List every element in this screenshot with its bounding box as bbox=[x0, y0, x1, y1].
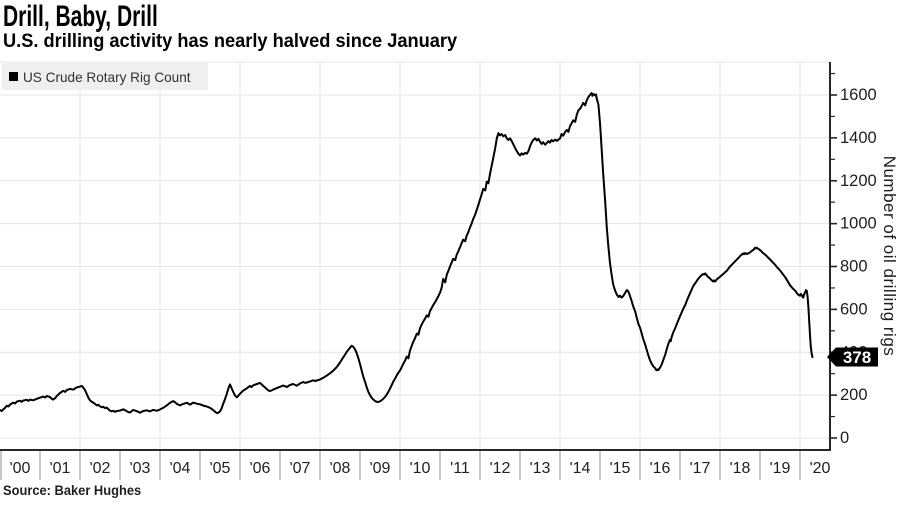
x-tick-label: '17 bbox=[690, 460, 711, 477]
source-label: Source: Baker Hughes bbox=[3, 482, 142, 498]
chart-title: Drill, Baby, Drill bbox=[3, 0, 158, 33]
x-tick-label: '18 bbox=[730, 460, 751, 477]
x-tick-label: '20 bbox=[810, 460, 831, 477]
y-tick-label: 1200 bbox=[840, 172, 877, 190]
y-tick-label: 200 bbox=[840, 386, 868, 404]
x-tick-label: '09 bbox=[370, 460, 391, 477]
x-tick-label: '08 bbox=[330, 460, 351, 477]
x-tick-label: '06 bbox=[250, 460, 271, 477]
x-tick-label: '15 bbox=[610, 460, 631, 477]
x-tick-label: '16 bbox=[650, 460, 671, 477]
legend: US Crude Rotary Rig Count bbox=[2, 63, 208, 90]
x-tick-label: '01 bbox=[50, 460, 71, 477]
x-tick-label: '10 bbox=[410, 460, 431, 477]
y-tick-label: 1400 bbox=[840, 129, 877, 147]
last-value-label: 378 bbox=[843, 348, 871, 367]
data-line bbox=[0, 92, 814, 415]
x-tick-label: '19 bbox=[770, 460, 791, 477]
legend-series-label: US Crude Rotary Rig Count bbox=[23, 68, 191, 85]
x-tick-label: '05 bbox=[210, 460, 231, 477]
x-tick-label: '12 bbox=[490, 460, 511, 477]
y-axis-title: Number of oil drilling rigs bbox=[880, 156, 899, 357]
x-tick-label: '14 bbox=[570, 460, 591, 477]
x-tick-label: '04 bbox=[170, 460, 191, 477]
y-tick-label: 800 bbox=[840, 258, 868, 276]
x-tick-label: '00 bbox=[10, 460, 31, 477]
x-tick-label: '13 bbox=[530, 460, 551, 477]
x-tick-label: '03 bbox=[130, 460, 151, 477]
y-tick-label: 600 bbox=[840, 300, 868, 318]
x-tick-label: '11 bbox=[450, 460, 470, 477]
series-swatch-icon bbox=[9, 72, 18, 81]
last-value-badge bbox=[827, 347, 878, 367]
x-tick-label: '07 bbox=[290, 460, 311, 477]
x-tick-label: '02 bbox=[90, 460, 111, 477]
y-tick-label: 0 bbox=[840, 429, 849, 447]
chart-subtitle: U.S. drilling activity has nearly halved… bbox=[3, 31, 458, 52]
y-tick-label: 1000 bbox=[840, 215, 877, 233]
y-tick-label: 1600 bbox=[840, 86, 877, 104]
